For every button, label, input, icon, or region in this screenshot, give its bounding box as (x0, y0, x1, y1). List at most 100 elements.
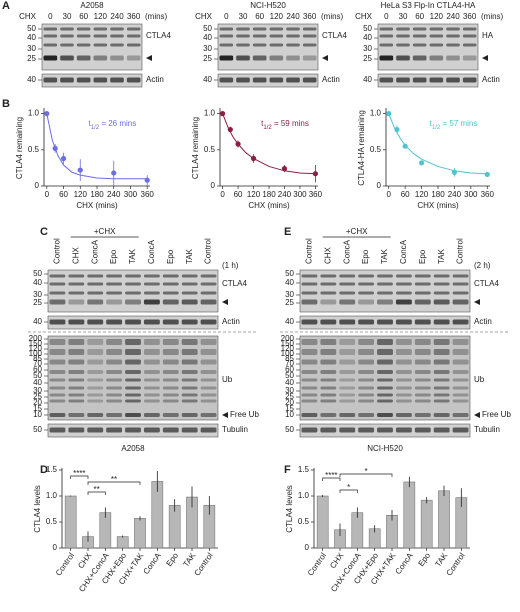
blot-band (236, 34, 250, 38)
blot-band (143, 393, 160, 397)
x-tick-label: 0 (45, 190, 50, 199)
x-tick-label: 360 (481, 190, 495, 199)
data-point (111, 170, 117, 176)
blot-band (68, 282, 85, 286)
blot-band (339, 282, 356, 286)
blot-band (301, 339, 318, 345)
blot-band (125, 386, 141, 390)
blot-band (395, 299, 412, 305)
blot-band (162, 427, 179, 433)
blot-band (87, 339, 104, 345)
blot-band (301, 413, 318, 417)
mw-marker: 40 (33, 317, 42, 326)
blot-band (414, 299, 431, 305)
blot (47, 335, 219, 421)
blot-band (87, 291, 104, 295)
blot-band (252, 27, 267, 31)
blot-band (320, 393, 337, 397)
blot-band (395, 359, 412, 365)
blot-band (414, 393, 431, 397)
blot-band (125, 339, 141, 345)
x-tick-label: 0 (220, 190, 225, 199)
blot-band (162, 386, 179, 390)
blot-band (200, 349, 217, 355)
y-tick-label: 0.5 (204, 145, 216, 154)
blot-band (181, 349, 198, 355)
time-label: 0 (384, 12, 389, 21)
significance-bracket (339, 489, 358, 493)
blot-band (320, 299, 337, 305)
time-label: 120 (270, 12, 284, 21)
time-label: 30 (399, 12, 408, 21)
blot-band (395, 349, 412, 355)
blot-band (181, 386, 198, 390)
blot-band (68, 291, 85, 295)
mw-marker: 200 (281, 334, 295, 343)
blot-band (377, 359, 393, 365)
x-tick-label: Control (306, 551, 328, 577)
blot-band (143, 274, 160, 278)
mw-marker: 10 (285, 410, 294, 419)
blot-band (93, 77, 108, 83)
blot-band (412, 55, 427, 61)
blot-band (433, 378, 450, 382)
blot (377, 23, 479, 71)
half-life-sub: 1/2 (432, 125, 441, 131)
blot-band (181, 282, 198, 286)
blot-band (302, 77, 317, 83)
blot-band (76, 27, 91, 31)
mw-marker: 25 (285, 392, 294, 401)
blot-band (68, 349, 85, 355)
x-tick-label: 60 (401, 190, 410, 199)
lane-label: Epo (166, 249, 175, 264)
blot-band (379, 55, 394, 61)
y-tick-label: 0 (211, 181, 216, 190)
x-tick-label: Control (445, 551, 467, 577)
blot-band (339, 386, 356, 390)
x-tick-label: 240 (107, 190, 121, 199)
x-tick-label: 300 (293, 190, 307, 199)
blot-band (414, 370, 431, 374)
blot-band (76, 77, 91, 83)
blot-band (125, 378, 141, 382)
blot-band (358, 378, 375, 382)
blot-band (162, 370, 179, 374)
blot-band (76, 55, 91, 61)
blot-band (43, 27, 58, 31)
time-label: 60 (79, 12, 88, 21)
blot-band (395, 274, 412, 278)
y-tick-label: 0 (53, 543, 58, 552)
blot-band (433, 291, 450, 295)
blot-band (462, 27, 477, 31)
blot-band (126, 55, 141, 61)
blot-band (125, 349, 141, 355)
time-label: 360 (463, 12, 477, 21)
time-label: 240 (286, 12, 300, 21)
blot-band (200, 339, 217, 345)
blot-band (339, 393, 356, 397)
blot-band (181, 339, 198, 345)
blot-band (301, 274, 318, 278)
blot-band (49, 370, 66, 374)
blot-band (68, 427, 85, 433)
blot-band (162, 378, 179, 382)
bar (168, 505, 181, 549)
mw-marker: 40 (363, 75, 372, 84)
significance-label: * (364, 467, 367, 476)
blot-band (106, 319, 123, 325)
y-axis-label: CTLA4 levels (33, 485, 42, 533)
blot-band (106, 359, 123, 365)
blot-band (162, 393, 179, 397)
blot-band (320, 339, 337, 345)
blot-band (43, 43, 58, 47)
half-life-text: = 59 mins (272, 119, 309, 128)
blot-band (200, 413, 217, 417)
blot-band (358, 359, 375, 365)
blot-band (60, 55, 74, 61)
mw-marker: 120 (29, 344, 43, 353)
blot-band (126, 34, 141, 38)
blot-band (358, 339, 375, 345)
y-tick-label: 1.0 (298, 491, 310, 500)
lane-label: CHX (71, 246, 80, 264)
mw-marker: 40 (27, 75, 36, 84)
